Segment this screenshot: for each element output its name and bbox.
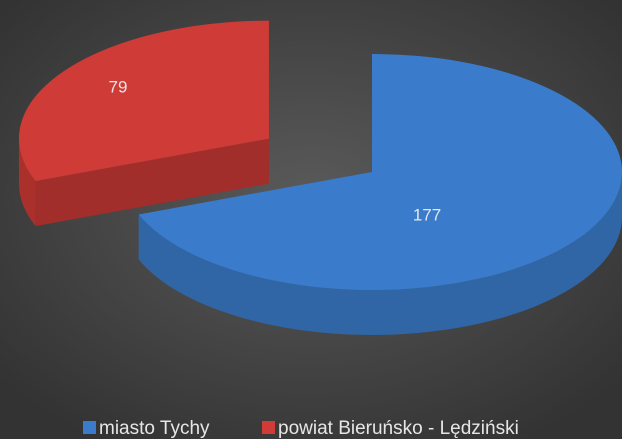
- data-label: 79: [109, 77, 128, 96]
- slice: [18, 20, 269, 182]
- slice-side: [138, 172, 622, 336]
- legend-label: powiat Bieruńsko - Lędziński: [278, 418, 519, 439]
- legend-swatch: [262, 421, 275, 434]
- slice-side: [35, 138, 269, 227]
- slice: [138, 54, 622, 290]
- data-label: 177: [413, 205, 441, 224]
- slice-side: [18, 138, 36, 227]
- legend-label: miasto Tychy: [99, 418, 210, 439]
- legend-swatch: [83, 421, 96, 434]
